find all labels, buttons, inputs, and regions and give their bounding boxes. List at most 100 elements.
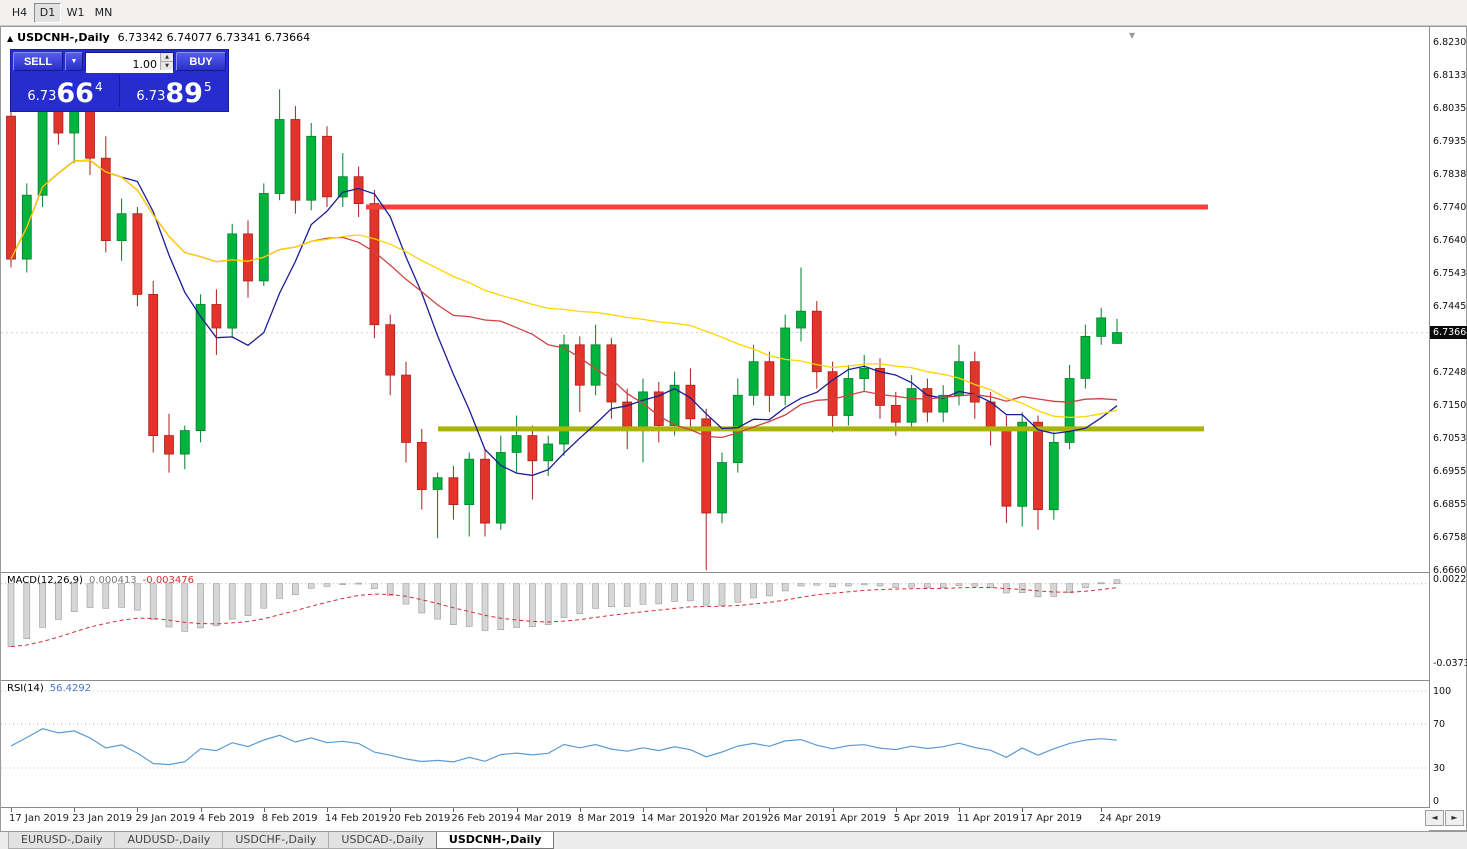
spinner-down-icon[interactable]: ▼	[161, 62, 173, 70]
macd-bar	[971, 583, 979, 587]
date-label: 14 Mar 2019	[641, 813, 705, 824]
tab-usdcad-daily[interactable]: USDCAD-,Daily	[328, 832, 437, 849]
candle	[764, 351, 775, 413]
macd-bar	[529, 583, 536, 627]
trade-panel-toggle-icon[interactable]: ▲	[7, 34, 14, 43]
main-chart-canvas[interactable]	[1, 27, 1429, 572]
candles-layer	[6, 87, 1122, 571]
date-tick	[579, 808, 581, 812]
price-axis-label: 6.67580	[1433, 532, 1467, 544]
candle	[1064, 365, 1075, 450]
current-price-badge: 6.73664	[1430, 326, 1467, 340]
date-tick	[263, 808, 265, 812]
date-label: 29 Jan 2019	[135, 813, 196, 824]
macd-bar	[70, 583, 78, 612]
sell-price-button[interactable]: 6.73 66 4	[11, 73, 119, 109]
chart-shift-icon[interactable]: ▼	[1129, 31, 1136, 40]
volume-dropdown-button[interactable]: ▼	[65, 52, 83, 71]
macd-bar	[845, 583, 852, 587]
tab-audusd-daily[interactable]: AUDUSD-,Daily	[114, 832, 224, 849]
macd-bar	[687, 583, 694, 602]
date-label: 1 Apr 2019	[830, 813, 887, 824]
candle	[527, 425, 538, 500]
candle	[748, 344, 759, 406]
macd-bar	[1097, 582, 1105, 585]
macd-bar	[497, 583, 505, 630]
sell-button[interactable]: SELL	[13, 52, 63, 71]
macd-bar	[608, 583, 615, 607]
date-tick	[643, 808, 644, 812]
rsi-axis-label: 70	[1433, 719, 1446, 730]
macd-bar	[118, 583, 125, 608]
macd-bar	[592, 583, 599, 609]
candle	[164, 413, 174, 473]
macd-main-value: 0.000413	[88, 575, 137, 586]
macd-bar	[355, 582, 362, 585]
macd-bar	[544, 583, 552, 625]
panel-separator	[1, 572, 1466, 573]
macd-axis-label: 0.002212	[1433, 574, 1467, 585]
chart-symbol-label: USDCNH-,Daily	[17, 31, 110, 44]
ma-slow-line	[10, 159, 1118, 419]
timeframe-button-d1[interactable]: D1	[34, 2, 61, 23]
macd-bar	[955, 583, 963, 586]
candle	[448, 465, 459, 520]
sell-price-base: 6.73	[27, 89, 57, 104]
date-tick	[327, 808, 328, 812]
candle	[6, 107, 16, 268]
macd-bar	[55, 583, 62, 620]
rsi-canvas	[1, 690, 1429, 769]
price-axis[interactable]: 6.73664 6.82305 6.81330 6.80355 6.79355 6.78…	[1429, 27, 1467, 808]
macd-bar	[513, 583, 520, 628]
sell-price-big: 66	[56, 78, 94, 109]
macd-bar	[1066, 583, 1073, 594]
timeframe-button-h4[interactable]: H4	[11, 6, 28, 19]
macd-bar	[276, 583, 283, 599]
time-axis[interactable]: 17 Jan 2019 23 Jan 2019 29 Jan 2019 4 Feb 2…	[1, 808, 1429, 832]
date-label: 8 Mar 2019	[577, 813, 635, 824]
candle	[590, 324, 601, 396]
candle	[416, 428, 427, 510]
macd-name: MACD(12,26,9)	[7, 575, 83, 586]
timeframe-button-w1[interactable]: W1	[66, 6, 85, 19]
buy-button[interactable]: BUY	[176, 52, 226, 71]
candle	[100, 136, 111, 253]
date-tick	[895, 808, 897, 812]
candle	[559, 334, 569, 456]
tab-usdchf-daily[interactable]: USDCHF-,Daily	[222, 832, 330, 849]
macd-bar	[39, 583, 46, 628]
timeframe-button-mn[interactable]: MN	[94, 6, 113, 19]
macd-bar	[813, 583, 821, 586]
macd-bar	[797, 583, 805, 587]
date-label: 26 Mar 2019	[767, 813, 831, 824]
buy-price-button[interactable]: 6.73 89 5	[120, 73, 228, 109]
macd-label: MACD(12,26,9) 0.000413 -0.003476	[7, 575, 194, 586]
ma-fast-line	[10, 159, 1118, 477]
macd-bar	[371, 583, 378, 589]
macd-bar	[766, 583, 773, 597]
price-axis-label: 6.78380	[1433, 168, 1467, 180]
price-axis-label: 6.82305	[1433, 37, 1467, 48]
macd-bar	[102, 583, 110, 609]
scroll-left-button[interactable]: ◄	[1425, 810, 1444, 826]
tab-usdcnh-daily[interactable]: USDCNH-,Daily	[435, 832, 555, 849]
candle	[969, 351, 980, 419]
macd-signal-line	[10, 587, 1118, 648]
macd-bar	[465, 583, 473, 627]
date-label: 17 Apr 2019	[1020, 813, 1083, 824]
spinner-up-icon[interactable]: ▲	[161, 53, 173, 62]
date-label: 23 Jan 2019	[72, 813, 133, 824]
price-axis-label: 6.72480	[1433, 367, 1467, 379]
macd-bar	[307, 583, 315, 589]
volume-input[interactable]	[86, 56, 173, 73]
price-axis-label: 6.70530	[1433, 432, 1467, 444]
macd-bar	[876, 583, 884, 587]
tab-eurusd-daily[interactable]: EURUSD-,Daily	[8, 832, 116, 849]
candle	[227, 223, 238, 339]
macd-bar	[1050, 583, 1058, 597]
macd-bar	[434, 583, 441, 620]
macd-signal-value: -0.003476	[142, 575, 194, 586]
price-axis-label: 6.79355	[1433, 136, 1467, 148]
scroll-right-button[interactable]: ►	[1445, 810, 1464, 826]
candle	[132, 207, 143, 307]
